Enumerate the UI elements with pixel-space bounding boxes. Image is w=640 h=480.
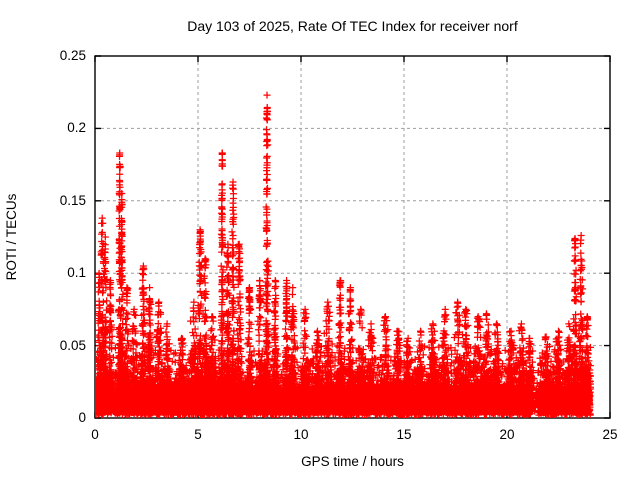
- y-axis-label: ROTI / TECUs: [4, 193, 19, 281]
- y-tick-label: 0.2: [67, 120, 86, 136]
- x-axis-label: GPS time / hours: [301, 454, 404, 469]
- x-tick-label: 25: [602, 427, 618, 442]
- x-tick-label: 0: [91, 427, 99, 442]
- x-tick-label: 15: [396, 427, 412, 442]
- chart-title: Day 103 of 2025, Rate Of TEC Index for r…: [187, 18, 518, 34]
- y-tick-label: 0.15: [59, 192, 86, 208]
- y-tick-label: 0: [78, 410, 86, 425]
- x-tick-label: 10: [293, 427, 309, 442]
- x-tick-label: 5: [194, 427, 202, 442]
- y-tick-label: 0.05: [59, 337, 86, 353]
- y-tick-label: 0.1: [67, 265, 86, 281]
- x-tick-label: 20: [499, 427, 515, 442]
- y-tick-label: 0.25: [59, 48, 86, 63]
